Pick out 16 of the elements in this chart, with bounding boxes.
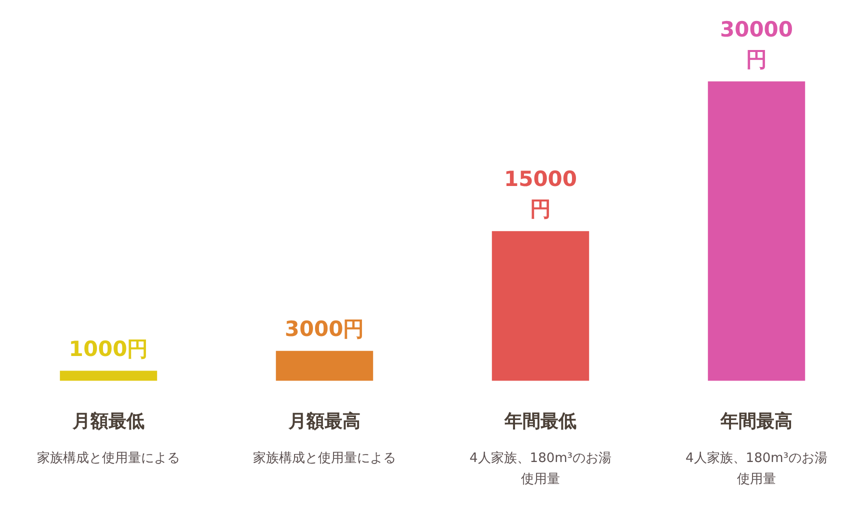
- x-tick-label: 月額最高: [288, 410, 360, 432]
- text: 家族構成と使用量による: [37, 450, 180, 466]
- bar: [276, 350, 374, 381]
- x-tick-label: 年間最高: [720, 410, 792, 432]
- text: 家族構成と使用量による: [253, 450, 396, 466]
- bar: [492, 231, 590, 381]
- data-label: 15000 円: [504, 167, 578, 222]
- text: 4人家族、180m³のお湯使用量: [470, 450, 612, 487]
- data-label: 1000円: [68, 336, 148, 361]
- bar: [60, 370, 158, 381]
- bar: [708, 81, 806, 381]
- data-label: 30000 円: [720, 17, 794, 72]
- x-tick-label: 月額最低: [72, 410, 144, 432]
- x-tick-label: 年間最低: [504, 410, 576, 432]
- data-label: 3000円: [284, 316, 364, 341]
- text: 4人家族、180m³のお湯使用量: [686, 450, 828, 487]
